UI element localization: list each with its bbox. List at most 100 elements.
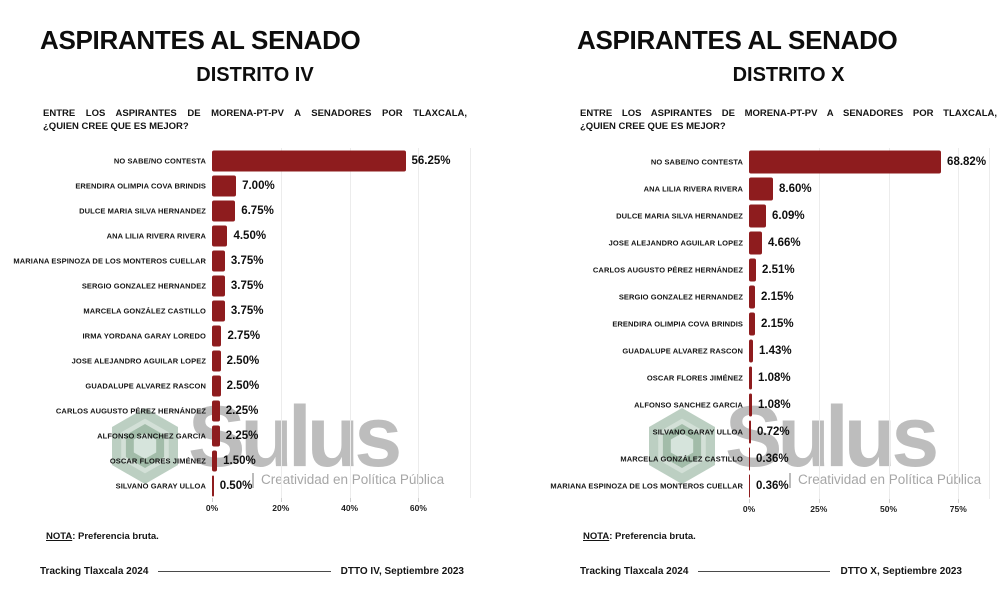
bar	[212, 150, 406, 171]
bar-label: MARIANA ESPINOZA DE LOS MONTEROS CUELLAR	[13, 256, 206, 265]
axis-tick-label: 75%	[949, 504, 967, 514]
bar-label: ALFONSO SANCHEZ GARCIA	[634, 400, 743, 409]
bar-row: MARCELA GONZÁLEZ CASTILLO 3.75%	[83, 298, 470, 323]
bar-label: MARCELA GONZÁLEZ CASTILLO	[83, 306, 206, 315]
footer-left-text: Tracking Tlaxcala 2024	[580, 566, 689, 577]
chart-subtitle: DISTRITO X	[732, 64, 845, 86]
bar-label: SILVANO GARAY ULLOA	[652, 427, 743, 436]
bar-row: SERGIO GONZALEZ HERNANDEZ 2.15%	[619, 283, 989, 310]
bar-value-label: 2.25%	[225, 429, 259, 442]
axis-tick-label: 0%	[742, 504, 756, 514]
bar-label: OSCAR FLORES JIMÉNEZ	[109, 456, 206, 465]
bar	[212, 475, 214, 496]
note-text: : Preferencia bruta.	[72, 531, 159, 542]
bar-row: ERENDIRA OLIMPIA COVA BRINDIS 7.00%	[75, 173, 470, 198]
bar-label: GUADALUPE ALVAREZ RASCON	[622, 346, 743, 355]
bar-row: SILVANO GARAY ULLOA 0.50%	[116, 473, 470, 498]
bar-label: OSCAR FLORES JIMÉNEZ	[646, 373, 743, 382]
axis-tick	[888, 499, 890, 503]
footer-divider-line	[158, 571, 331, 572]
bar-row: MARIANA ESPINOZA DE LOS MONTEROS CUELLAR…	[13, 248, 470, 273]
gridline	[280, 148, 282, 498]
bar-label: CARLOS AUGUSTO PÉREZ HERNÁNDEZ	[592, 265, 743, 274]
bar	[749, 177, 773, 200]
bar	[212, 450, 218, 471]
axis-tick-label: 50%	[880, 504, 898, 514]
survey-question-line2: ¿QUIEN CREE QUE ES MEJOR?	[43, 121, 189, 132]
bar-row: NO SABE/NO CONTESTA 56.25%	[114, 148, 470, 173]
bar	[749, 366, 752, 389]
survey-question-line1: ENTRE LOS ASPIRANTES DE MORENA-PT-PV A S…	[580, 108, 997, 119]
note-label: NOTA	[46, 531, 73, 542]
bar-row: JOSE ALEJANDRO AGUILAR LOPEZ 2.50%	[72, 348, 470, 373]
rows-layer: NO SABE/NO CONTESTA 68.82% ANA LILIA RIVER…	[550, 148, 989, 499]
bar-label: MARIANA ESPINOZA DE LOS MONTEROS CUELLAR	[550, 481, 743, 490]
bar-value-label: 2.15%	[761, 317, 794, 330]
survey-question: ENTRE LOS ASPIRANTES DE MORENA-PT-PV A S…	[43, 107, 467, 133]
footer-divider-line	[698, 571, 831, 572]
bar	[212, 425, 220, 446]
bar-value-label: 7.00%	[242, 179, 275, 192]
bar-row: ANA LILIA RIVERA RIVERA 8.60%	[644, 175, 989, 202]
bar-row: IRMA YORDANA GARAY LOREDO 2.75%	[83, 323, 470, 348]
bar	[749, 393, 752, 416]
gridline	[818, 148, 820, 499]
footer-right-text: DTTO X, Septiembre 2023	[840, 566, 962, 577]
sulus-hexagon-logo	[649, 408, 715, 484]
axis-tick-label: 40%	[341, 503, 359, 513]
axis-tick-label: 60%	[409, 503, 427, 513]
gridline	[888, 148, 890, 499]
bar-value-label: 4.50%	[233, 229, 267, 242]
gridline	[418, 148, 420, 498]
bar-value-label: 68.82%	[947, 155, 987, 168]
bar	[749, 204, 766, 227]
bar-label: SILVANO GARAY ULLOA	[115, 481, 206, 490]
bar-row: ALFONSO SANCHEZ GARCIA 2.25%	[97, 423, 470, 448]
bar-row: GUADALUPE ALVAREZ RASCON 2.50%	[85, 373, 470, 398]
bar-value-label: 56.25%	[411, 154, 451, 167]
axis-tick-label: 0%	[205, 503, 219, 513]
page-title: ASPIRANTES AL SENADO	[577, 25, 898, 55]
axis-tick-label: 20%	[272, 503, 290, 513]
bar-row: OSCAR FLORES JIMÉNEZ 1.50%	[110, 448, 470, 473]
bar-row: DULCE MARIA SILVA HERNANDEZ 6.75%	[79, 198, 470, 223]
footer-left-text: Tracking Tlaxcala 2024	[40, 566, 149, 577]
bar-row: MARIANA ESPINOZA DE LOS MONTEROS CUELLAR…	[550, 472, 989, 499]
note: NOTA: Preferencia bruta.	[46, 531, 159, 542]
bar-label: JOSE ALEJANDRO AGUILAR LOPEZ	[608, 238, 743, 247]
note: NOTA: Preferencia bruta.	[583, 531, 696, 542]
bar	[212, 400, 220, 421]
bar-value-label: 3.75%	[230, 304, 264, 317]
chart-panel-distrito-x: ASPIRANTES AL SENADO DISTRITO X ENTRE LO…	[550, 0, 1000, 600]
bar-chart: Sulus Creatividad en Política Pública NO…	[13, 148, 471, 538]
bar-row: ALFONSO SANCHEZ GARCIA 1.08%	[634, 391, 989, 418]
bar-value-label: 8.60%	[779, 182, 812, 195]
bar-label: SERGIO GONZALEZ HERNANDEZ	[81, 281, 206, 290]
bar-row: MARCELA GONZÁLEZ CASTILLO 0.36%	[620, 445, 989, 472]
bar-value-label: 2.50%	[226, 354, 260, 367]
bar-label: GUADALUPE ALVAREZ RASCON	[85, 381, 206, 390]
axis-tick-label: 25%	[810, 504, 828, 514]
bar-row: CARLOS AUGUSTO PÉREZ HERNÁNDEZ 2.25%	[56, 398, 470, 423]
bar	[749, 258, 756, 281]
bar-row: SERGIO GONZALEZ HERNANDEZ 3.75%	[82, 273, 470, 298]
bar-row: NO SABE/NO CONTESTA 68.82%	[651, 148, 989, 175]
bar-row: JOSE ALEJANDRO AGUILAR LOPEZ 4.66%	[609, 229, 989, 256]
bar	[749, 312, 755, 335]
bar-value-label: 2.50%	[226, 379, 260, 392]
bar-value-label: 0.50%	[219, 479, 253, 492]
bar-label: DULCE MARIA SILVA HERNANDEZ	[79, 206, 206, 215]
bar	[749, 447, 750, 470]
bar-value-label: 2.15%	[761, 290, 794, 303]
bar-value-label: 1.08%	[758, 371, 791, 384]
bar-value-label: 2.25%	[225, 404, 259, 417]
bar-value-label: 6.09%	[771, 209, 805, 222]
bar	[212, 375, 221, 396]
axis-tick	[958, 499, 960, 503]
bar-label: IRMA YORDANA GARAY LOREDO	[82, 331, 206, 340]
bar-row: CARLOS AUGUSTO PÉREZ HERNÁNDEZ 2.51%	[593, 256, 989, 283]
bar-value-label: 1.50%	[223, 454, 256, 467]
axis-tick	[749, 499, 750, 503]
bar-value-label: 2.75%	[227, 329, 261, 342]
